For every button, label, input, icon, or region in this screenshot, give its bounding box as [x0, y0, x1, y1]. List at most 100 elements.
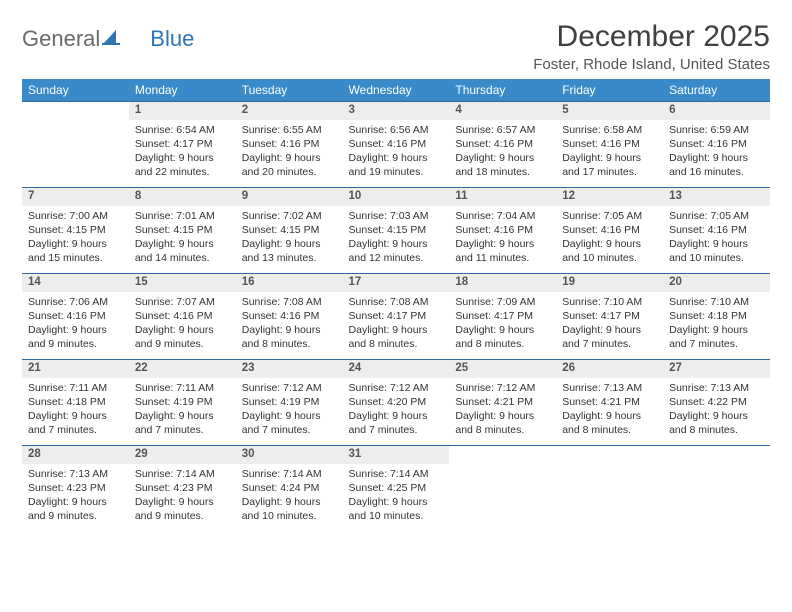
sunset-line: Sunset: 4:19 PM — [135, 395, 230, 409]
day-content-cell: Sunrise: 7:14 AMSunset: 4:25 PMDaylight:… — [343, 464, 450, 532]
daylight-line: Daylight: 9 hours and 8 minutes. — [669, 409, 764, 437]
day-content-row: Sunrise: 7:11 AMSunset: 4:18 PMDaylight:… — [22, 378, 770, 446]
day-number-cell: 29 — [129, 446, 236, 464]
day-number-cell: 9 — [236, 188, 343, 206]
daylight-line: Daylight: 9 hours and 8 minutes. — [455, 409, 550, 437]
day-content-row: Sunrise: 7:13 AMSunset: 4:23 PMDaylight:… — [22, 464, 770, 532]
day-content-cell: Sunrise: 7:09 AMSunset: 4:17 PMDaylight:… — [449, 292, 556, 360]
sunrise-line: Sunrise: 7:07 AM — [135, 295, 230, 309]
daylight-line: Daylight: 9 hours and 17 minutes. — [562, 151, 657, 179]
day-number-cell: 13 — [663, 188, 770, 206]
daylight-line: Daylight: 9 hours and 22 minutes. — [135, 151, 230, 179]
daylight-line: Daylight: 9 hours and 10 minutes. — [562, 237, 657, 265]
sunrise-line: Sunrise: 7:13 AM — [562, 381, 657, 395]
sunset-line: Sunset: 4:23 PM — [135, 481, 230, 495]
daylight-line: Daylight: 9 hours and 13 minutes. — [242, 237, 337, 265]
sunset-line: Sunset: 4:20 PM — [349, 395, 444, 409]
sunset-line: Sunset: 4:15 PM — [28, 223, 123, 237]
sunrise-line: Sunrise: 7:13 AM — [28, 467, 123, 481]
logo-text-gray: General — [22, 26, 100, 52]
day-number-cell: 22 — [129, 360, 236, 378]
day-number-cell: 8 — [129, 188, 236, 206]
day-header: Wednesday — [343, 79, 450, 102]
day-number-cell: 6 — [663, 102, 770, 120]
day-content-cell — [22, 120, 129, 188]
sunset-line: Sunset: 4:17 PM — [562, 309, 657, 323]
day-content-cell: Sunrise: 7:14 AMSunset: 4:23 PMDaylight:… — [129, 464, 236, 532]
sunrise-line: Sunrise: 7:04 AM — [455, 209, 550, 223]
sunset-line: Sunset: 4:16 PM — [562, 137, 657, 151]
sunrise-line: Sunrise: 7:14 AM — [349, 467, 444, 481]
sunset-line: Sunset: 4:16 PM — [242, 137, 337, 151]
logo-text-blue: Blue — [150, 26, 194, 52]
daylight-line: Daylight: 9 hours and 10 minutes. — [349, 495, 444, 523]
day-content-cell: Sunrise: 7:13 AMSunset: 4:23 PMDaylight:… — [22, 464, 129, 532]
day-number-cell: 2 — [236, 102, 343, 120]
day-number-row: 78910111213 — [22, 188, 770, 206]
daylight-line: Daylight: 9 hours and 8 minutes. — [349, 323, 444, 351]
daylight-line: Daylight: 9 hours and 15 minutes. — [28, 237, 123, 265]
sunset-line: Sunset: 4:16 PM — [455, 137, 550, 151]
day-content-cell: Sunrise: 7:13 AMSunset: 4:21 PMDaylight:… — [556, 378, 663, 446]
day-number-cell: 24 — [343, 360, 450, 378]
day-header: Saturday — [663, 79, 770, 102]
day-content-cell: Sunrise: 7:05 AMSunset: 4:16 PMDaylight:… — [556, 206, 663, 274]
day-number-cell: 15 — [129, 274, 236, 292]
day-number-cell: 23 — [236, 360, 343, 378]
day-header: Friday — [556, 79, 663, 102]
day-number-cell: 20 — [663, 274, 770, 292]
sunset-line: Sunset: 4:16 PM — [28, 309, 123, 323]
day-number-row: 21222324252627 — [22, 360, 770, 378]
month-title: December 2025 — [533, 20, 770, 54]
sunrise-line: Sunrise: 7:13 AM — [669, 381, 764, 395]
day-number-cell: 28 — [22, 446, 129, 464]
day-content-cell: Sunrise: 7:06 AMSunset: 4:16 PMDaylight:… — [22, 292, 129, 360]
day-content-cell: Sunrise: 6:54 AMSunset: 4:17 PMDaylight:… — [129, 120, 236, 188]
daylight-line: Daylight: 9 hours and 18 minutes. — [455, 151, 550, 179]
sunset-line: Sunset: 4:16 PM — [669, 137, 764, 151]
day-number-cell: 7 — [22, 188, 129, 206]
sunrise-line: Sunrise: 7:08 AM — [349, 295, 444, 309]
sunset-line: Sunset: 4:16 PM — [669, 223, 764, 237]
sunrise-line: Sunrise: 6:56 AM — [349, 123, 444, 137]
day-content-cell — [449, 464, 556, 532]
daylight-line: Daylight: 9 hours and 9 minutes. — [28, 323, 123, 351]
sunrise-line: Sunrise: 7:01 AM — [135, 209, 230, 223]
daylight-line: Daylight: 9 hours and 7 minutes. — [28, 409, 123, 437]
sunrise-line: Sunrise: 7:14 AM — [135, 467, 230, 481]
daylight-line: Daylight: 9 hours and 19 minutes. — [349, 151, 444, 179]
day-number-cell — [22, 102, 129, 120]
sunset-line: Sunset: 4:17 PM — [135, 137, 230, 151]
day-content-cell: Sunrise: 7:11 AMSunset: 4:19 PMDaylight:… — [129, 378, 236, 446]
day-content-cell: Sunrise: 6:55 AMSunset: 4:16 PMDaylight:… — [236, 120, 343, 188]
sunrise-line: Sunrise: 7:00 AM — [28, 209, 123, 223]
daylight-line: Daylight: 9 hours and 10 minutes. — [669, 237, 764, 265]
sunrise-line: Sunrise: 6:58 AM — [562, 123, 657, 137]
day-content-cell: Sunrise: 7:07 AMSunset: 4:16 PMDaylight:… — [129, 292, 236, 360]
sunset-line: Sunset: 4:17 PM — [349, 309, 444, 323]
day-number-row: 123456 — [22, 102, 770, 120]
sunrise-line: Sunrise: 7:03 AM — [349, 209, 444, 223]
day-content-cell: Sunrise: 7:04 AMSunset: 4:16 PMDaylight:… — [449, 206, 556, 274]
day-content-cell — [663, 464, 770, 532]
day-content-row: Sunrise: 7:06 AMSunset: 4:16 PMDaylight:… — [22, 292, 770, 360]
day-number-cell: 4 — [449, 102, 556, 120]
day-header: Thursday — [449, 79, 556, 102]
day-number-cell: 11 — [449, 188, 556, 206]
daylight-line: Daylight: 9 hours and 10 minutes. — [242, 495, 337, 523]
day-header-row: SundayMondayTuesdayWednesdayThursdayFrid… — [22, 79, 770, 102]
day-content-cell: Sunrise: 7:03 AMSunset: 4:15 PMDaylight:… — [343, 206, 450, 274]
sunrise-line: Sunrise: 7:05 AM — [669, 209, 764, 223]
daylight-line: Daylight: 9 hours and 7 minutes. — [349, 409, 444, 437]
day-content-cell: Sunrise: 7:01 AMSunset: 4:15 PMDaylight:… — [129, 206, 236, 274]
sunset-line: Sunset: 4:16 PM — [455, 223, 550, 237]
page-header: General Blue December 2025 Foster, Rhode… — [22, 20, 770, 73]
sunset-line: Sunset: 4:21 PM — [562, 395, 657, 409]
sunrise-line: Sunrise: 7:11 AM — [28, 381, 123, 395]
daylight-line: Daylight: 9 hours and 16 minutes. — [669, 151, 764, 179]
day-number-cell: 17 — [343, 274, 450, 292]
sunrise-line: Sunrise: 7:10 AM — [669, 295, 764, 309]
daylight-line: Daylight: 9 hours and 9 minutes. — [135, 495, 230, 523]
sunrise-line: Sunrise: 7:14 AM — [242, 467, 337, 481]
sunset-line: Sunset: 4:18 PM — [669, 309, 764, 323]
